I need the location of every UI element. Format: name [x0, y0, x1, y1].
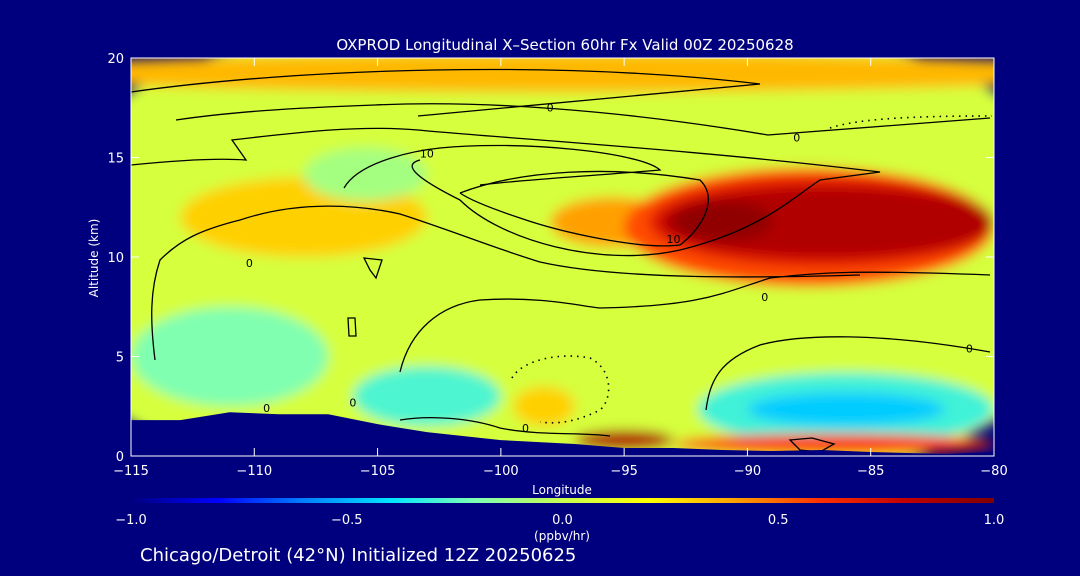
y-tick-label: 15 — [107, 152, 124, 167]
x-tick-label: −115 — [113, 464, 149, 479]
contour-line-10-inner — [343, 144, 662, 189]
contour-line-10-mid — [459, 170, 709, 247]
x-tick-label: −100 — [483, 464, 519, 479]
field-region — [131, 306, 329, 407]
field-region — [747, 392, 945, 427]
contour-label: 10 — [666, 233, 680, 246]
contour-line-closed-small-b — [347, 317, 357, 337]
contour-label: 10 — [420, 148, 434, 161]
field-region — [673, 201, 773, 242]
x-tick-label: −110 — [236, 464, 272, 479]
x-axis: −115 −110 −105 −100 −95 −90 −85 −80 — [113, 58, 1008, 479]
x-tick-label: −105 — [360, 464, 396, 479]
contour-label: 0 — [522, 422, 529, 435]
chart-title: OXPROD Longitudinal X–Section 60hr Fx Va… — [336, 36, 793, 54]
colorbar-ticks: −1.0 −0.5 0.0 0.5 1.0 — [115, 513, 1004, 528]
contour-line-negative-low — [511, 355, 610, 424]
y-axis-label: Altitude (km) — [87, 219, 101, 298]
contour-label: 0 — [966, 343, 973, 356]
colorbar-units: (ppbv/hr) — [534, 529, 590, 543]
y-tick-label: 0 — [116, 450, 124, 465]
contour-line-0-lower — [399, 271, 991, 373]
y-axis: 0 5 10 15 20 — [107, 52, 994, 465]
location-init-caption: Chicago/Detroit (42°N) Initialized 12Z 2… — [140, 545, 576, 566]
contour-line-10-upper — [131, 127, 881, 257]
contour-line-closed-surface — [788, 437, 836, 453]
colorbar-tick-label: −1.0 — [115, 513, 147, 528]
colorbar-gradient — [131, 498, 994, 503]
y-tick-label: 20 — [107, 52, 124, 67]
ozone-production-field — [131, 58, 994, 456]
field-region — [131, 58, 994, 93]
colorbar-tick-label: 0.5 — [768, 513, 789, 528]
colorbar-tick-label: 1.0 — [984, 513, 1005, 528]
contour-label: 0 — [349, 396, 356, 409]
ozone-contour-lines — [131, 68, 993, 453]
field-region — [352, 366, 501, 427]
y-tick-label: 5 — [116, 351, 124, 366]
contour-line-0-low-right — [705, 336, 991, 411]
contour-label: 0 — [793, 132, 800, 145]
colorbar-tick-label: −0.5 — [331, 513, 363, 528]
contour-labels: 0 10 0 10 0 0 0 0 0 0 — [246, 102, 973, 435]
field-region — [303, 147, 427, 202]
x-axis-label: Longitude — [532, 483, 592, 497]
x-tick-label: −95 — [610, 464, 637, 479]
colorbar-tick-label: 0.0 — [552, 513, 573, 528]
field-region — [513, 386, 575, 427]
y-tick-label: 10 — [107, 251, 124, 266]
contour-line-0-upper-right — [175, 103, 991, 136]
x-tick-label: −80 — [980, 464, 1007, 479]
x-tick-label: −85 — [857, 464, 884, 479]
x-tick-label: −90 — [734, 464, 761, 479]
contour-line-0-mid — [151, 205, 861, 361]
contour-line-negative-high — [829, 115, 993, 129]
contour-line-closed-small-a — [362, 257, 383, 280]
contour-line-0-near-surface — [399, 417, 611, 437]
terrain-mask — [131, 412, 994, 456]
contour-line-0-upper — [131, 68, 761, 117]
contour-label: 0 — [246, 257, 253, 270]
contour-label: 0 — [263, 402, 270, 415]
contour-label: 0 — [547, 102, 554, 115]
colorbar: −1.0 −0.5 0.0 0.5 1.0 (ppbv/hr) — [115, 498, 1004, 543]
contour-label: 0 — [761, 291, 768, 304]
plot-area: 0 10 0 10 0 0 0 0 0 0 — [131, 58, 994, 456]
